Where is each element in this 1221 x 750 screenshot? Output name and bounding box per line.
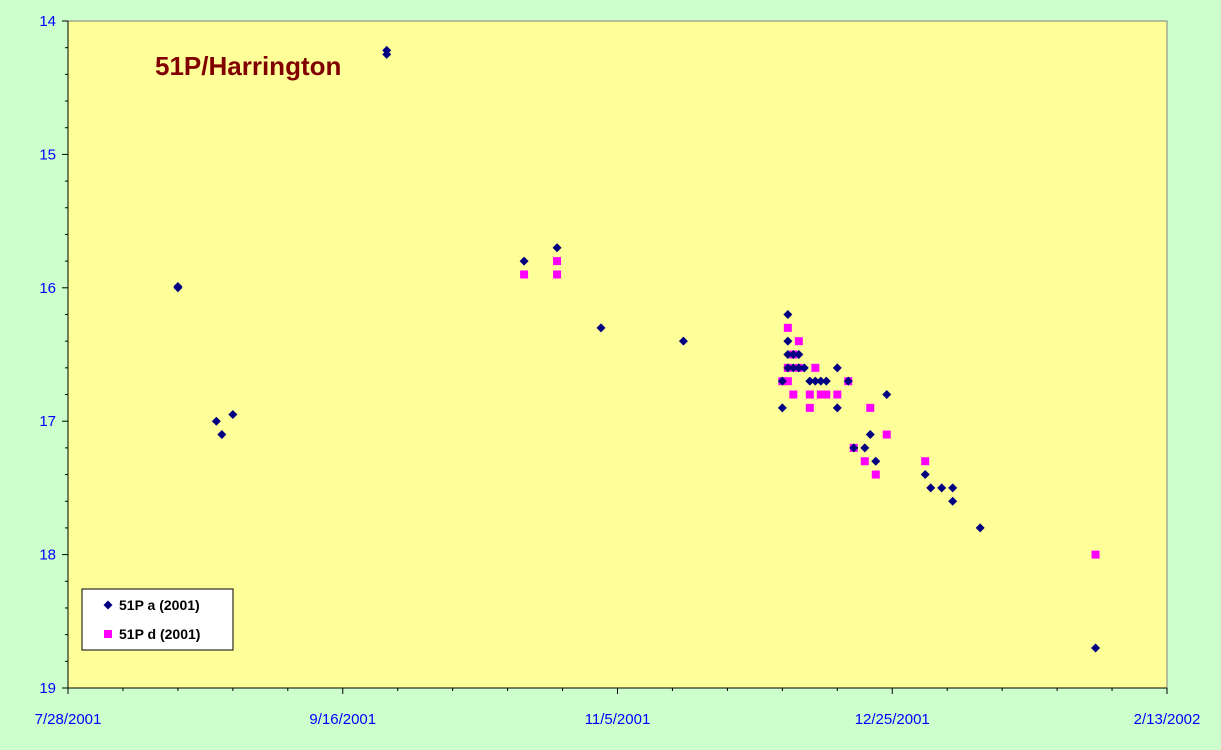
data-point-51p-d [783, 377, 792, 386]
data-point-51p-a [217, 430, 227, 440]
data-point-51p-d [866, 403, 875, 412]
data-point-51p-d [860, 457, 869, 466]
data-point-51p-a [678, 336, 688, 346]
x-tick-label: 11/5/2001 [585, 711, 651, 728]
data-point-51p-a [552, 243, 562, 253]
x-tick-label: 2/13/2002 [1134, 711, 1201, 728]
data-point-51p-d [805, 390, 814, 399]
data-point-51p-d [794, 337, 803, 346]
data-point-51p-d [811, 363, 820, 372]
data-point-51p-d [789, 390, 798, 399]
data-point-51p-a [816, 376, 826, 386]
data-point-51p-d [520, 270, 529, 279]
data-point-51p-a [777, 376, 787, 386]
plot-area [67, 20, 1168, 689]
data-point-51p-a [788, 363, 798, 373]
data-point-51p-d [833, 390, 842, 399]
data-point-51p-a [799, 363, 809, 373]
data-point-51p-a [228, 410, 238, 420]
data-point-51p-d [553, 257, 562, 266]
legend: 51P a (2001) 51P d (2001) [81, 588, 234, 651]
data-point-51p-a [860, 443, 870, 453]
data-point-51p-d [805, 403, 814, 412]
data-point-51p-a [596, 323, 606, 333]
data-point-51p-a [882, 390, 892, 400]
data-point-51p-d [921, 457, 930, 466]
data-point-51p-d [816, 390, 825, 399]
data-marks [173, 45, 1101, 653]
legend-marker [103, 600, 113, 610]
y-tick-label: 18 [39, 547, 56, 564]
data-point-51p-d [822, 390, 831, 399]
data-point-51p-a [794, 350, 804, 359]
data-point-51p-d [1091, 550, 1100, 559]
data-point-51p-a [926, 483, 936, 493]
data-point-51p-a [173, 281, 183, 291]
data-point-51p-a [821, 376, 831, 386]
x-axis-ticks: 7/28/2001 9/16/2001 11/5/2001 12/25/2001 2/1… [35, 688, 1201, 728]
data-point-51p-a [783, 363, 793, 373]
data-point-51p-a [805, 376, 815, 386]
data-point-51p-a [832, 363, 842, 373]
data-point-51p-a [948, 483, 958, 493]
data-point-51p-a [783, 336, 793, 346]
x-tick-label: 12/25/2001 [855, 711, 930, 728]
y-axis-ticks: 14 15 16 17 18 19 [39, 13, 68, 697]
x-tick-label: 7/28/2001 [35, 711, 102, 728]
y-tick-label: 19 [39, 680, 56, 697]
data-point-51p-a [843, 376, 853, 386]
data-point-51p-a [937, 483, 947, 493]
legend-label: 51P a (2001) [119, 597, 200, 613]
data-point-51p-d [871, 470, 880, 479]
data-point-51p-a [382, 49, 392, 59]
data-point-51p-a [948, 496, 958, 506]
data-point-51p-a [849, 443, 859, 453]
data-point-51p-d [882, 430, 891, 439]
data-point-51p-d [783, 323, 792, 332]
data-point-51p-a [832, 403, 842, 413]
chart-title: 51P/Harrington [155, 51, 341, 81]
data-point-51p-a [519, 256, 529, 266]
data-point-51p-a [788, 350, 798, 359]
data-point-51p-d [553, 270, 562, 279]
data-point-51p-a [975, 523, 985, 533]
data-point-51p-a [1091, 643, 1101, 653]
data-point-51p-a [783, 350, 793, 359]
data-point-51p-a [783, 309, 793, 319]
data-point-51p-a [794, 363, 804, 373]
legend-label: 51P d (2001) [119, 626, 200, 642]
data-point-51p-a [871, 456, 881, 466]
legend-marker [104, 630, 112, 638]
y-tick-label: 17 [39, 413, 56, 430]
data-point-51p-a [865, 430, 875, 440]
data-point-51p-a [810, 376, 820, 386]
data-point-51p-a [777, 403, 787, 413]
data-point-51p-a [211, 416, 221, 426]
y-tick-label: 16 [39, 280, 56, 297]
x-tick-label: 9/16/2001 [309, 711, 376, 728]
y-tick-label: 15 [39, 146, 56, 163]
y-tick-label: 14 [39, 13, 56, 30]
data-point-51p-a [920, 470, 930, 480]
legend-box [81, 588, 234, 651]
